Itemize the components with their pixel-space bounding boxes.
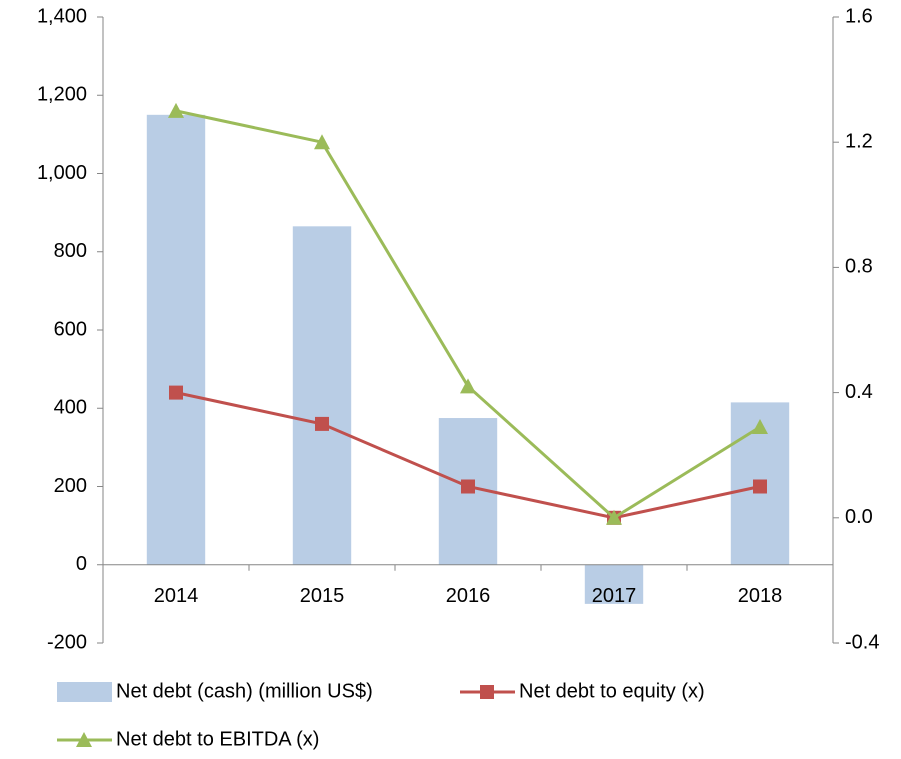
y2-tick-label: 0.4 [845,381,873,403]
y-tick-label: 0 [76,553,87,575]
y-tick-label: 400 [54,397,87,419]
y-tick-label: 800 [54,240,87,262]
line-marker [460,378,476,394]
y2-tick-label: 1.2 [845,130,873,152]
line-marker [606,509,622,525]
line-marker [315,416,329,431]
x-tick-label: 2016 [446,585,491,607]
bar [292,226,352,565]
y2-tick-label: 0.0 [845,506,873,528]
legend-marker [480,685,494,699]
legend-label: Net debt to equity (x) [519,680,705,702]
y2-tick-label: -0.4 [845,631,879,653]
line-marker [314,134,330,150]
bar [146,114,206,565]
x-tick-label: 2017 [592,585,637,607]
y2-tick-label: 0.8 [845,256,873,278]
y2-tick-label: 1.6 [845,5,873,27]
line-marker [461,479,475,494]
legend-marker [76,732,92,747]
legend-label: Net debt (cash) (million US$) [116,680,373,702]
y-tick-label: 1,000 [37,162,87,184]
line-marker [168,102,184,118]
line-marker [169,385,183,400]
line-marker [752,419,768,435]
y-tick-label: 200 [54,475,87,497]
y-tick-label: 1,200 [37,84,87,106]
bar [584,564,644,604]
legend-swatch [57,682,112,702]
x-tick-label: 2014 [154,585,199,607]
y-tick-label: -200 [47,631,87,653]
line-marker [753,479,767,494]
y-tick-label: 1,400 [37,5,87,27]
legend-label: Net debt to EBITDA (x) [116,728,319,750]
x-tick-label: 2018 [738,585,783,607]
x-tick-label: 2015 [300,585,345,607]
y-tick-label: 600 [54,318,87,340]
